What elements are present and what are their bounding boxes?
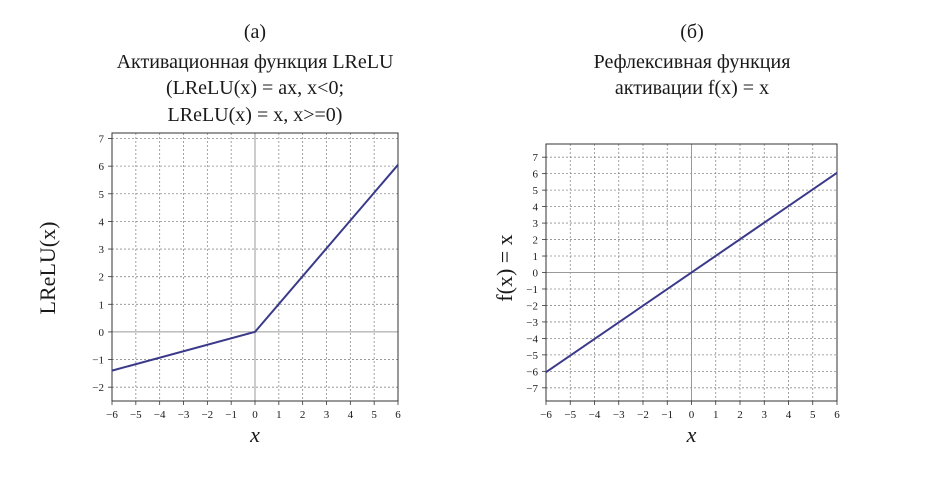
y-axis-label: LReLU(x) — [35, 222, 60, 315]
y-tick-label: −1 — [526, 284, 538, 296]
x-tick-label: −1 — [661, 409, 673, 421]
y-tick-label: −5 — [526, 350, 538, 362]
x-tick-label: −3 — [178, 409, 190, 421]
chart-title-line: LReLU(x) = x, x>=0) — [168, 104, 343, 126]
y-tick-label: 5 — [99, 189, 105, 201]
x-tick-label: 4 — [786, 409, 792, 421]
y-tick-label: 1 — [99, 299, 105, 311]
x-tick-label: 6 — [834, 409, 840, 421]
y-tick-label: 0 — [99, 327, 105, 339]
chart-title-line: Активационная функция LReLU — [117, 51, 394, 73]
y-tick-label: 5 — [533, 185, 539, 197]
y-tick-label: 2 — [533, 235, 539, 247]
x-tick-label: −4 — [589, 409, 601, 421]
chart-title-line: активации f(x) = x — [615, 77, 769, 99]
x-tick-label: −4 — [154, 409, 166, 421]
x-tick-label: 0 — [252, 409, 258, 421]
x-tick-label: 6 — [395, 409, 401, 421]
x-tick-label: 1 — [713, 409, 719, 421]
x-tick-label: 5 — [371, 409, 377, 421]
panel-label: (a) — [244, 21, 266, 43]
x-tick-label: 5 — [810, 409, 816, 421]
y-tick-label: −1 — [92, 355, 104, 367]
y-tick-label: −2 — [526, 300, 538, 312]
x-tick-label: −3 — [613, 409, 625, 421]
x-tick-label: −5 — [130, 409, 142, 421]
x-tick-label: 3 — [762, 409, 768, 421]
x-tick-label: −2 — [201, 409, 213, 421]
x-tick-label: 1 — [276, 409, 282, 421]
chart-title-line: Рефлексивная функция — [594, 51, 791, 73]
series-line — [545, 171, 838, 374]
x-tick-label: 0 — [689, 409, 695, 421]
y-tick-label: 6 — [533, 169, 539, 181]
chart-title-line: (LReLU(x) = ax, x<0; — [166, 77, 344, 99]
y-tick-label: −6 — [526, 366, 538, 378]
y-tick-label: 4 — [99, 216, 105, 228]
y-tick-label: 2 — [99, 272, 105, 284]
y-tick-label: 6 — [99, 161, 105, 173]
panel-b: (б) Рефлексивная функция активации f(x) = … — [492, 21, 840, 447]
x-tick-label: −5 — [564, 409, 576, 421]
x-tick-label: −6 — [540, 409, 552, 421]
x-tick-label: 2 — [737, 409, 743, 421]
x-tick-label: 2 — [300, 409, 306, 421]
y-tick-label: 3 — [99, 244, 105, 256]
y-tick-label: 0 — [533, 268, 539, 280]
x-tick-label: −2 — [637, 409, 649, 421]
y-tick-label: 7 — [533, 152, 539, 164]
x-axis-label: x — [686, 422, 697, 447]
y-tick-label: −3 — [526, 317, 538, 329]
y-tick-label: −2 — [92, 382, 104, 394]
x-tick-label: 4 — [348, 409, 354, 421]
y-tick-label: 4 — [533, 202, 539, 214]
y-tick-label: −4 — [526, 333, 538, 345]
panel-a: (a) Активационная функция LReLU (LReLU(x) … — [35, 21, 401, 447]
y-tick-label: 1 — [533, 251, 539, 263]
x-tick-label: 3 — [324, 409, 330, 421]
x-tick-label: −6 — [106, 409, 118, 421]
x-tick-label: −1 — [225, 409, 237, 421]
panel-label: (б) — [680, 21, 704, 43]
x-axis-label: x — [249, 422, 260, 447]
series-line — [111, 164, 399, 372]
y-axis-label: f(x) = x — [492, 234, 517, 301]
y-tick-label: 7 — [99, 134, 105, 146]
y-tick-label: −7 — [526, 383, 538, 395]
y-tick-label: 3 — [533, 218, 539, 230]
